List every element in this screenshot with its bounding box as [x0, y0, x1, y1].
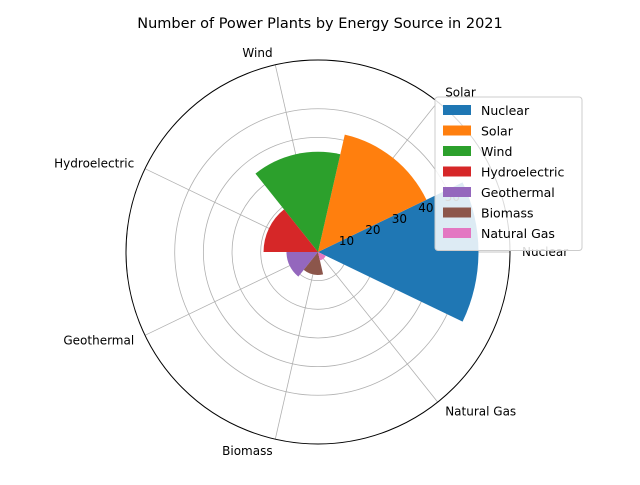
legend-swatch-hydroelectric: [443, 166, 471, 177]
category-label-natural-gas: Natural Gas: [445, 404, 516, 418]
chart-title: Number of Power Plants by Energy Source …: [137, 16, 503, 32]
legend-swatch-wind: [443, 146, 471, 156]
grid-spoke: [274, 251, 319, 440]
grid-spoke: [317, 251, 439, 403]
bar-geothermal: [286, 252, 318, 277]
category-labels: Nuclear Solar Wind Hydroelectric Geothermal B…: [54, 46, 568, 458]
bar-hydroelectric: [263, 209, 318, 252]
legend-label-hydroelectric: Hydroelectric: [481, 165, 564, 180]
category-label-hydroelectric: Hydroelectric: [54, 156, 134, 170]
category-label-solar: Solar: [445, 86, 476, 100]
category-label-geothermal: Geothermal: [63, 334, 134, 348]
legend-swatch-nuclear: [443, 105, 471, 115]
legend-label-biomass: Biomass: [481, 206, 534, 221]
legend-swatch-geothermal: [443, 187, 471, 197]
legend-label-wind: Wind: [481, 144, 512, 159]
radial-tick-label: 30: [392, 212, 407, 226]
legend-label-nuclear: Nuclear: [481, 103, 530, 118]
legend-label-natural-gas: Natural Gas: [481, 226, 555, 241]
bar-biomass: [303, 252, 324, 275]
legend-label-solar: Solar: [481, 124, 514, 139]
radial-tick-label: 40: [418, 201, 433, 215]
bar-natural-gas: [318, 252, 326, 261]
bar-solar: [318, 134, 427, 252]
legend: Nuclear Solar Wind Hydroelectric Geothermal B…: [434, 96, 583, 251]
radial-tick-label: 10: [339, 234, 354, 248]
grid-spoke: [144, 251, 319, 336]
legend-label-geothermal: Geothermal: [481, 185, 555, 200]
category-label-wind: Wind: [242, 46, 272, 60]
polar-frame: [125, 59, 511, 445]
legend-swatch-solar: [443, 125, 471, 136]
legend-swatch-biomass: [443, 207, 471, 218]
legend-swatch-natural-gas: [443, 228, 471, 238]
category-label-biomass: Biomass: [222, 444, 272, 458]
radial-tick-label: 20: [365, 223, 380, 237]
legend-box: [434, 96, 583, 251]
bar-wind: [255, 151, 341, 252]
